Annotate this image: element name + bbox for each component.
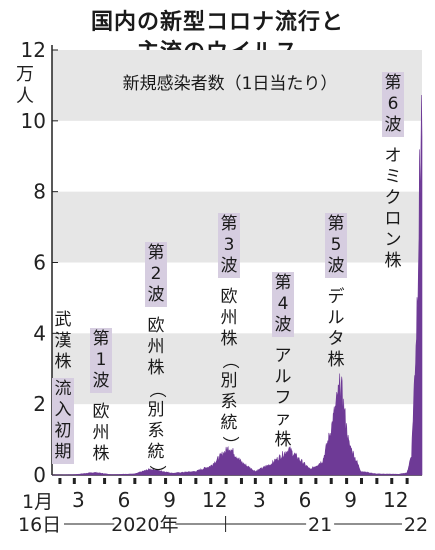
y-unit-char: 万 [16,64,34,85]
year-label: 21 [308,514,332,536]
strain-label-3: 欧州株（別系統） [219,287,240,453]
year-label-bg [114,513,176,535]
x-month-tick [375,478,379,484]
strain-label-5: デルタ株 [327,287,345,370]
x-month-label: 3 [253,488,266,512]
strain-label-6: オミクロン株 [384,146,402,271]
x-month-label: 9 [344,488,357,512]
y-tick-label: 8 [33,180,46,204]
x-month-label: 6 [299,488,312,512]
grid-band [52,50,422,121]
x-month-tick [133,478,137,484]
x-month-tick [72,478,76,484]
x-month-tick [314,478,318,484]
year-label-bg [306,513,335,535]
y-tick-label: 10 [21,109,46,133]
early-strain-label: 武漢株 [54,310,72,372]
y-tick-label: 6 [33,251,46,275]
y-tick-label: 2 [33,392,46,416]
x-month-tick [118,478,122,484]
x-month-tick [239,478,243,484]
x-month-tick [405,478,409,484]
x-month-tick [253,478,257,484]
x-month-tick [329,478,333,484]
year-label: 2020年 [111,514,178,536]
x-month-label: 9 [163,488,176,512]
x-month-tick [88,478,92,484]
x-month-tick [224,478,228,484]
x-month-tick [209,478,213,484]
year-label: 22 [404,514,428,536]
y-tick-label: 4 [33,321,46,345]
chart-subtitle: 新規感染者数（1日当たり） [122,74,338,94]
strain-label-4: アルファ株 [274,346,292,450]
chart-title-line1: 国内の新型コロナ流行と [90,10,344,35]
x-month-tick [178,478,182,484]
x-month-tick [390,478,394,484]
x-month-label: 12 [383,488,408,512]
x-month-tick [359,478,363,484]
x-month-tick [284,478,288,484]
x-month-label: 6 [118,488,131,512]
early-strain-boxed-label: 流入初期 [52,378,74,464]
y-tick-label: 0 [33,463,46,487]
grid-band [52,333,422,405]
y-tick-label: 12 [21,38,46,62]
x-month-label: 3 [72,488,85,512]
x-month-tick [164,478,168,484]
strain-label-1: 欧州株 [92,402,110,464]
x-month-tick [299,478,303,484]
y-unit-char: 人 [16,86,34,107]
x-month-tick [269,478,273,484]
year-label-bg [402,513,430,535]
x-month-tick [345,478,349,484]
new-cases-area [52,94,423,476]
strain-label-2: 欧州株（別系統） [146,316,167,482]
x-month-label: 12 [202,488,227,512]
x-month-tick [148,478,152,484]
x-month-tick [58,478,62,484]
x-month-tick [194,478,198,484]
x-start-label-top: 1月 [22,491,53,513]
x-month-tick [103,478,107,484]
x-start-label-bottom: 16日 [18,514,61,536]
